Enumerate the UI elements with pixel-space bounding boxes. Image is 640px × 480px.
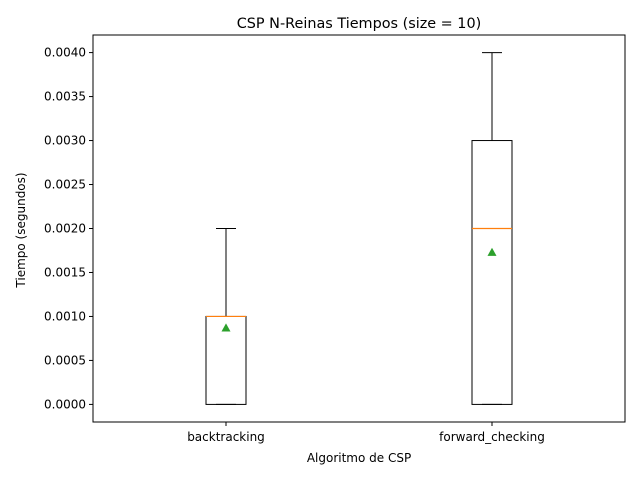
y-tick-label: 0.0005 (44, 353, 86, 367)
plot-frame (92, 34, 626, 423)
mean-marker (221, 323, 231, 332)
y-tick-label: 0.0040 (44, 46, 86, 60)
x-axis-label: Algoritmo de CSP (307, 451, 411, 465)
x-tick-label: forward_checking (439, 430, 545, 444)
plot-area: 0.0000 0.0005 0.0010 0.0015 0.0020 0.0025 0.00… (44, 46, 545, 444)
y-tick-label: 0.0010 (44, 309, 86, 323)
y-tick-label: 0.0000 (44, 397, 86, 411)
box-iqr (471, 140, 513, 405)
y-tick-label: 0.0035 (44, 90, 86, 104)
y-tick-label: 0.0025 (44, 178, 86, 192)
mean-marker (487, 247, 497, 256)
y-axis-label: Tiempo (segundos) (14, 172, 28, 288)
x-tick-label: backtracking (187, 430, 265, 444)
y-tick-label: 0.0030 (44, 134, 86, 148)
y-tick-label: 0.0015 (44, 265, 86, 279)
chart-title: CSP N-Reinas Tiempos (size = 10) (237, 16, 482, 32)
y-tick-label: 0.0020 (44, 222, 86, 236)
